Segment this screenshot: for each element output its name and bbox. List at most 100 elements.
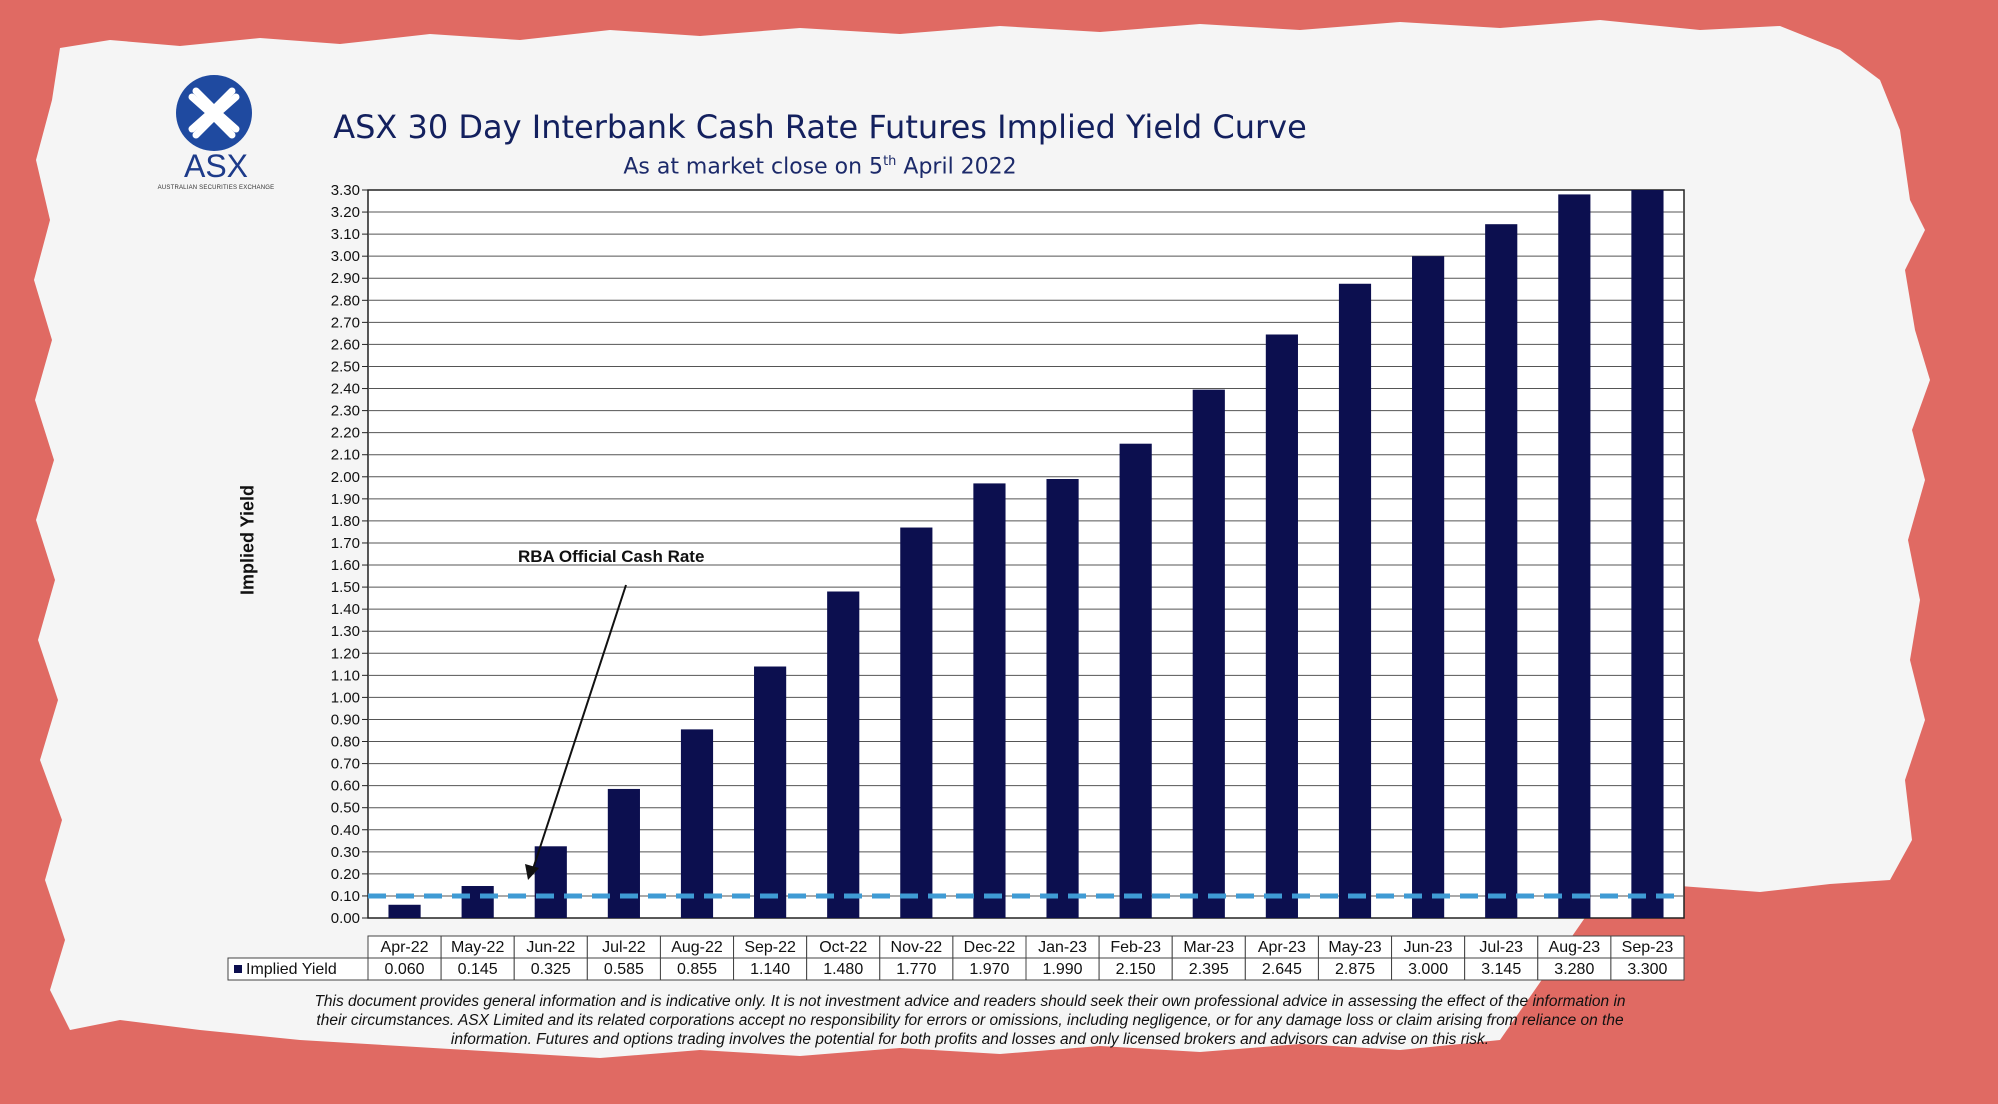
x-tick-label: Apr-22: [381, 939, 429, 956]
logo-text: ASX: [183, 148, 249, 184]
plot-frame: [367, 189, 1685, 919]
asx-logo: [140, 70, 292, 200]
bar: [680, 729, 714, 918]
y-tick-label: 3.30: [331, 182, 360, 199]
data-label: 3.280: [1554, 961, 1594, 978]
bar: [1631, 190, 1664, 918]
x-tick-label: Feb-23: [1110, 939, 1161, 956]
x-tick-label: Jun-22: [526, 939, 575, 956]
y-tick-label: 3.10: [331, 226, 360, 243]
chart-subtitle: As at market close on 5th April 2022: [300, 154, 1340, 179]
legend-label: Implied Yield: [246, 961, 337, 978]
disclaimer-line: This document provides general informati…: [314, 993, 1626, 1010]
y-tick-label: 2.70: [331, 314, 360, 331]
x-tick-label: May-23: [1328, 939, 1381, 956]
y-tick-label: 1.10: [331, 667, 360, 684]
y-tick-label: 0.90: [331, 711, 360, 728]
y-tick-label: 0.60: [331, 778, 360, 795]
y-axis-label: Implied Yield: [237, 484, 258, 596]
y-tick-label: 0.80: [331, 734, 360, 751]
bar: [388, 904, 421, 918]
subtitle-prefix: As at market close on 5: [623, 154, 884, 180]
x-tick-label: Aug-22: [671, 939, 723, 956]
bar: [1192, 389, 1225, 918]
data-label: 2.875: [1335, 961, 1375, 978]
x-tick-label: Aug-23: [1549, 939, 1601, 956]
x-tick-label: Sep-23: [1622, 939, 1674, 956]
y-tick-label: 1.60: [331, 557, 360, 574]
x-tick-label: Jul-23: [1479, 939, 1523, 956]
data-label: 1.770: [896, 961, 936, 978]
data-label: 0.325: [531, 961, 571, 978]
subtitle-superscript: th: [883, 154, 897, 169]
y-tick-label: 2.60: [331, 336, 360, 353]
annotation-label: RBA Official Cash Rate: [518, 547, 704, 566]
data-label: 3.145: [1481, 961, 1521, 978]
y-tick-label: 1.50: [331, 579, 360, 596]
y-tick-label: 1.70: [331, 535, 360, 552]
y-tick-label: 2.30: [331, 403, 360, 420]
data-label: 1.480: [823, 961, 863, 978]
y-tick-label: 2.10: [331, 447, 360, 464]
y-tick-label: 1.80: [331, 513, 360, 530]
subtitle-suffix: April 2022: [896, 154, 1017, 180]
bar: [900, 527, 933, 918]
asx-cross-logo-icon: [176, 75, 252, 151]
bar: [1046, 478, 1079, 918]
logo-subtext: AUSTRALIAN SECURITIES EXCHANGE: [157, 185, 275, 191]
y-tick-label: 2.20: [331, 425, 360, 442]
y-tick-label: 0.10: [331, 888, 360, 905]
disclaimer-line: information. Futures and options trading…: [450, 1031, 1490, 1048]
y-tick-label: 3.20: [331, 204, 360, 221]
annotation-arrowhead: [525, 864, 539, 880]
disclaimer: This document provides general informati…: [180, 992, 1760, 1049]
bar: [1119, 443, 1152, 918]
y-tick-label: 1.00: [331, 689, 360, 706]
bar: [754, 666, 787, 918]
bar: [1485, 224, 1518, 918]
x-tick-label: Sep-22: [744, 939, 796, 956]
y-tick-label: 2.00: [331, 469, 360, 486]
data-label: 2.395: [1189, 961, 1229, 978]
data-label: 2.150: [1116, 961, 1156, 978]
y-tick-label: 2.80: [331, 292, 360, 309]
data-label: 1.140: [750, 961, 790, 978]
x-tick-label: Dec-22: [964, 939, 1016, 956]
bar: [1412, 256, 1445, 918]
y-tick-label: 0.70: [331, 756, 360, 773]
y-tick-label: 1.40: [331, 601, 360, 618]
bar: [607, 788, 640, 918]
annotation-arrow: [531, 584, 627, 873]
data-label: 1.990: [1043, 961, 1083, 978]
data-label: 1.970: [969, 961, 1009, 978]
bar: [1558, 194, 1591, 919]
x-tick-label: Mar-23: [1183, 939, 1234, 956]
disclaimer-line: their circumstances. ASX Limited and its…: [316, 1012, 1624, 1029]
legend-swatch: [234, 965, 242, 973]
data-label: 3.000: [1408, 961, 1448, 978]
y-tick-label: 0.40: [331, 822, 360, 839]
y-tick-label: 1.90: [331, 491, 360, 508]
data-label: 0.585: [604, 961, 644, 978]
y-tick-label: 3.00: [331, 248, 360, 265]
data-label: 0.145: [458, 961, 498, 978]
data-label: 0.855: [677, 961, 717, 978]
y-tick-label: 0.00: [331, 910, 360, 927]
y-tick-label: 2.40: [331, 381, 360, 398]
bar: [1265, 334, 1298, 919]
y-tick-label: 2.90: [331, 270, 360, 287]
y-tick-label: 0.20: [331, 866, 360, 883]
bar: [827, 591, 860, 918]
y-tick-label: 1.20: [331, 645, 360, 662]
x-tick-label: May-22: [451, 939, 504, 956]
y-tick-label: 0.30: [331, 844, 360, 861]
bar: [461, 886, 494, 918]
bar: [973, 483, 1006, 918]
data-label: 0.060: [385, 961, 425, 978]
table-value-cell: [1610, 957, 1685, 981]
y-tick-label: 0.50: [331, 800, 360, 817]
bar: [534, 846, 567, 918]
x-tick-label: Nov-22: [891, 939, 943, 956]
